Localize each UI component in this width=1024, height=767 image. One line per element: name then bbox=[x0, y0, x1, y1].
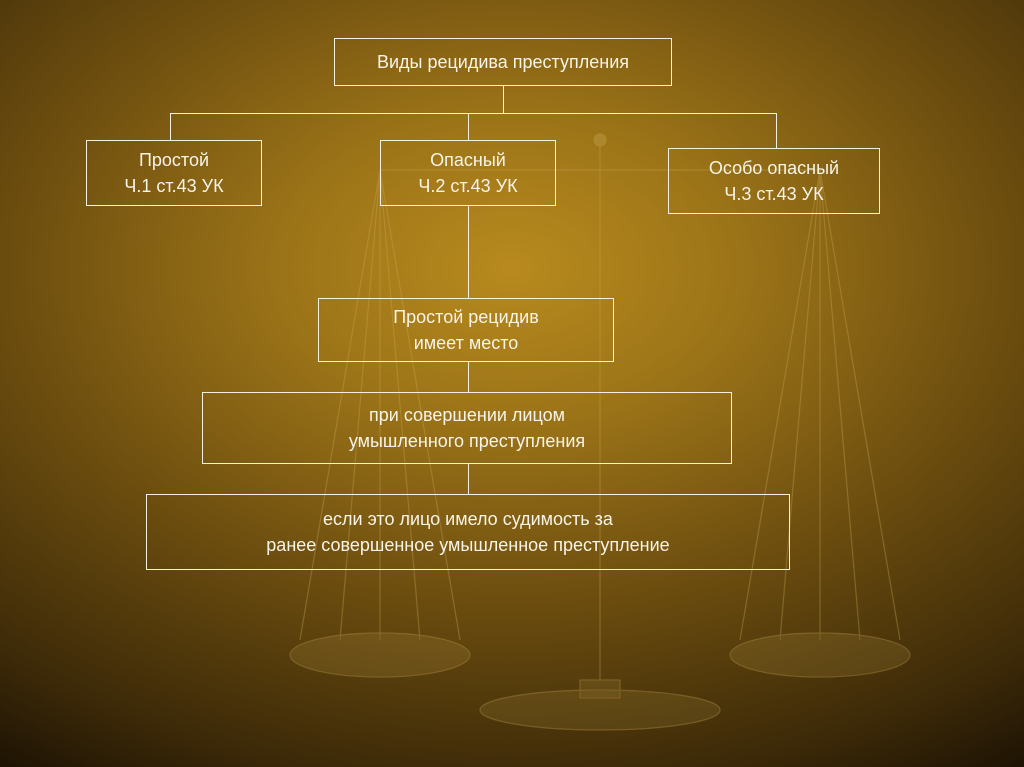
connector-b5-b6 bbox=[468, 464, 469, 494]
connector-root-down bbox=[503, 86, 504, 113]
chain-box-2: при совершении лицом умышленного преступ… bbox=[202, 392, 732, 464]
chain1-line1: Простой рецидив bbox=[393, 304, 539, 330]
child-box-3: Особо опасный Ч.3 ст.43 УК bbox=[668, 148, 880, 214]
connector-child2 bbox=[468, 113, 469, 140]
child-box-2: Опасный Ч.2 ст.43 УК bbox=[380, 140, 556, 206]
chain3-line1: если это лицо имело судимость за bbox=[323, 506, 613, 532]
chain1-line2: имеет место bbox=[414, 330, 519, 356]
child3-line2: Ч.3 ст.43 УК bbox=[724, 181, 823, 207]
connector-b4-b5 bbox=[468, 362, 469, 392]
connector-child3 bbox=[776, 113, 777, 148]
chain2-line1: при совершении лицом bbox=[369, 402, 565, 428]
root-box: Виды рецидива преступления bbox=[334, 38, 672, 86]
child1-line2: Ч.1 ст.43 УК bbox=[124, 173, 223, 199]
child1-line1: Простой bbox=[139, 147, 209, 173]
connector-mid-b4 bbox=[468, 206, 469, 298]
chain2-line2: умышленного преступления bbox=[349, 428, 585, 454]
child3-line1: Особо опасный bbox=[709, 155, 839, 181]
child2-line1: Опасный bbox=[430, 147, 506, 173]
chain-box-1: Простой рецидив имеет место bbox=[318, 298, 614, 362]
chain3-line2: ранее совершенное умышленное преступлени… bbox=[266, 532, 669, 558]
child-box-1: Простой Ч.1 ст.43 УК bbox=[86, 140, 262, 206]
connector-child1 bbox=[170, 113, 171, 140]
root-label: Виды рецидива преступления bbox=[377, 49, 629, 75]
child2-line2: Ч.2 ст.43 УК bbox=[418, 173, 517, 199]
chain-box-3: если это лицо имело судимость за ранее с… bbox=[146, 494, 790, 570]
connector-hbar bbox=[170, 113, 776, 114]
